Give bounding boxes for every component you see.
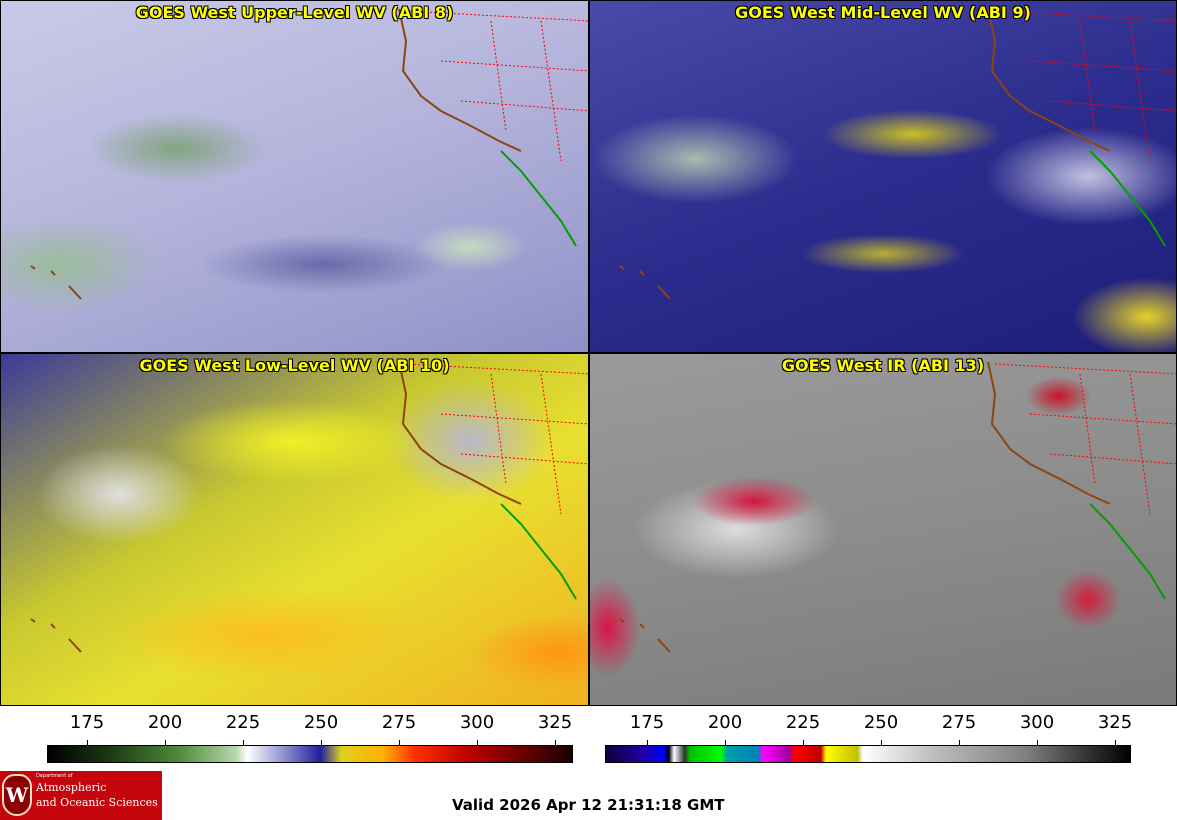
tick-mark (1115, 740, 1116, 746)
tick-mark (881, 740, 882, 746)
upper-level-wv-panel: GOES West Upper-Level WV (ABI 8) (0, 0, 589, 353)
colorbar-ticks: 175 200 225 250 275 300 325 (605, 712, 1133, 746)
ir-panel: GOES West IR (ABI 13) (589, 353, 1177, 706)
tick-label: 225 (785, 712, 821, 733)
logo-department-text: Department of (36, 773, 73, 779)
tick-label: 200 (707, 712, 743, 733)
tick-mark (725, 740, 726, 746)
tick-label: 175 (69, 712, 105, 733)
tick-mark (477, 740, 478, 746)
tick-label: 225 (225, 712, 261, 733)
logo-line-1: Atmospheric (36, 781, 107, 794)
tick-mark (647, 740, 648, 746)
panel-title: GOES West Low-Level WV (ABI 10) (139, 356, 450, 375)
tick-mark (959, 740, 960, 746)
tick-label: 325 (1097, 712, 1133, 733)
tick-label: 300 (459, 712, 495, 733)
panel-title: GOES West Upper-Level WV (ABI 8) (135, 3, 454, 22)
tick-label: 275 (941, 712, 977, 733)
tick-label: 300 (1019, 712, 1055, 733)
tick-mark (321, 740, 322, 746)
tick-mark (243, 740, 244, 746)
coastline-overlay (619, 361, 1176, 653)
panel-title: GOES West Mid-Level WV (ABI 9) (735, 3, 1031, 22)
wv-colorbar: 175 200 225 250 275 300 325 (47, 712, 573, 768)
colorbar-gradient (47, 745, 573, 763)
uw-crest-icon: W (2, 774, 32, 816)
tick-label: 275 (381, 712, 417, 733)
tick-label: 175 (629, 712, 665, 733)
tick-label: 250 (863, 712, 899, 733)
coastline-overlay (30, 8, 588, 300)
logo-line-2: and Oceanic Sciences (36, 796, 158, 809)
tick-label: 250 (303, 712, 339, 733)
tick-mark (555, 740, 556, 746)
tick-label: 200 (147, 712, 183, 733)
tick-mark (803, 740, 804, 746)
coastline-overlay (619, 8, 1176, 300)
tick-mark (1037, 740, 1038, 746)
panel-title: GOES West IR (ABI 13) (781, 356, 985, 375)
colorbar-gradient (605, 745, 1131, 763)
low-level-wv-panel: GOES West Low-Level WV (ABI 10) (0, 353, 589, 706)
mid-level-wv-panel: GOES West Mid-Level WV (ABI 9) (589, 0, 1177, 353)
tick-mark (399, 740, 400, 746)
ir-colorbar: 175 200 225 250 275 300 325 (605, 712, 1133, 768)
tick-mark (165, 740, 166, 746)
coastline-overlay (30, 361, 588, 653)
aos-logo: W Department of Atmospheric and Oceanic … (0, 771, 162, 820)
colorbar-ticks: 175 200 225 250 275 300 325 (47, 712, 573, 746)
tick-mark (87, 740, 88, 746)
tick-label: 325 (537, 712, 573, 733)
valid-time: Valid 2026 Apr 12 21:31:18 GMT (452, 796, 725, 814)
